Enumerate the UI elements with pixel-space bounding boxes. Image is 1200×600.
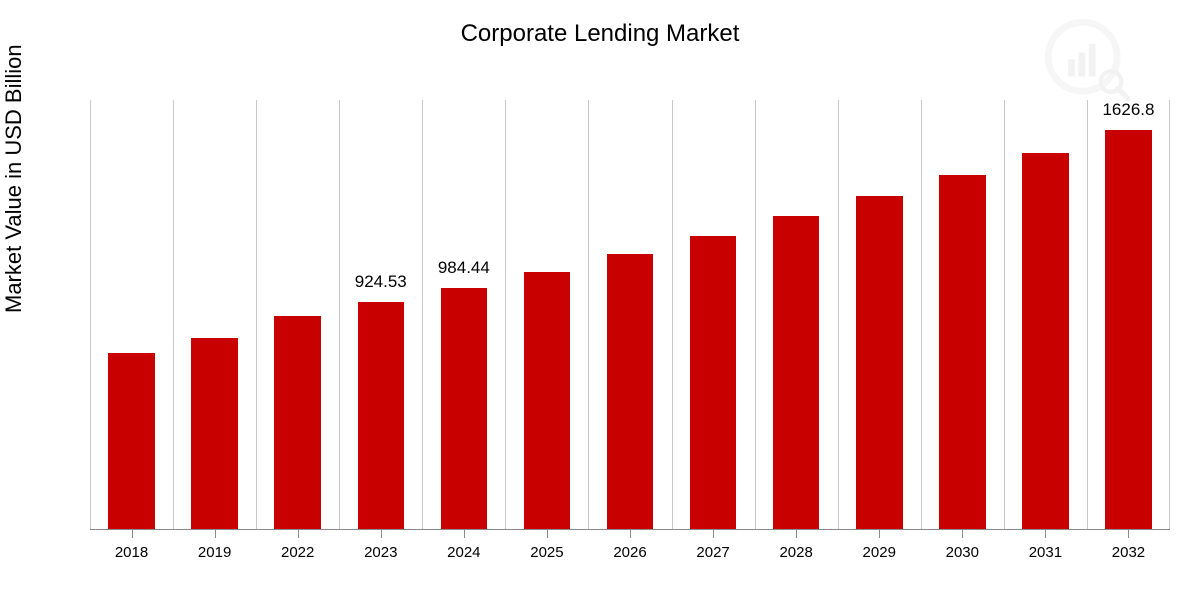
x-tick-label: 2027 <box>672 530 755 561</box>
bar <box>856 196 903 529</box>
bar <box>108 353 155 530</box>
bar-value-label: 924.53 <box>339 272 422 298</box>
x-tick-label: 2028 <box>755 530 838 561</box>
bar <box>607 254 654 529</box>
bar-slot <box>755 100 838 529</box>
x-tick-label: 2024 <box>422 530 505 561</box>
x-tick-label: 2031 <box>1004 530 1087 561</box>
x-tick-label: 2030 <box>921 530 1004 561</box>
bar-slot: 984.44 <box>422 100 505 529</box>
bar <box>358 302 405 529</box>
watermark-logo-icon <box>1044 18 1130 104</box>
x-tick-label: 2029 <box>838 530 921 561</box>
bar <box>524 272 571 529</box>
bar-slot: 924.53 <box>339 100 422 529</box>
bar-slot <box>588 100 671 529</box>
bar <box>191 338 238 529</box>
bar <box>690 236 737 529</box>
x-tick-label: 2032 <box>1087 530 1170 561</box>
plot-area: 924.53984.44 1626.8 <box>90 100 1170 530</box>
bar-slot <box>256 100 339 529</box>
bar-slot <box>1004 100 1087 529</box>
bar <box>1022 153 1069 529</box>
bar <box>773 216 820 529</box>
bar-slot <box>921 100 1004 529</box>
bar-slot <box>90 100 173 529</box>
x-tick-label: 2025 <box>505 530 588 561</box>
x-axis: 2018201920222023202420252026202720282029… <box>90 530 1170 561</box>
x-tick-label: 2023 <box>339 530 422 561</box>
bar <box>939 175 986 529</box>
chart-title: Corporate Lending Market <box>0 20 1200 48</box>
bar-slot <box>672 100 755 529</box>
x-tick-label: 2022 <box>256 530 339 561</box>
x-tick-label: 2019 <box>173 530 256 561</box>
bar-value-label: 984.44 <box>422 258 505 284</box>
x-tick-label: 2018 <box>90 530 173 561</box>
y-axis-label: Market Value in USD Billion <box>1 44 27 313</box>
bars-container: 924.53984.44 1626.8 <box>90 100 1170 529</box>
bar-slot: 1626.8 <box>1087 100 1170 529</box>
bar-value-label: 1626.8 <box>1087 100 1170 126</box>
x-tick-label: 2026 <box>588 530 671 561</box>
bar-slot <box>505 100 588 529</box>
bar <box>441 288 488 529</box>
bar <box>274 316 321 529</box>
bar-slot <box>838 100 921 529</box>
bar-slot <box>173 100 256 529</box>
bar <box>1105 130 1152 529</box>
